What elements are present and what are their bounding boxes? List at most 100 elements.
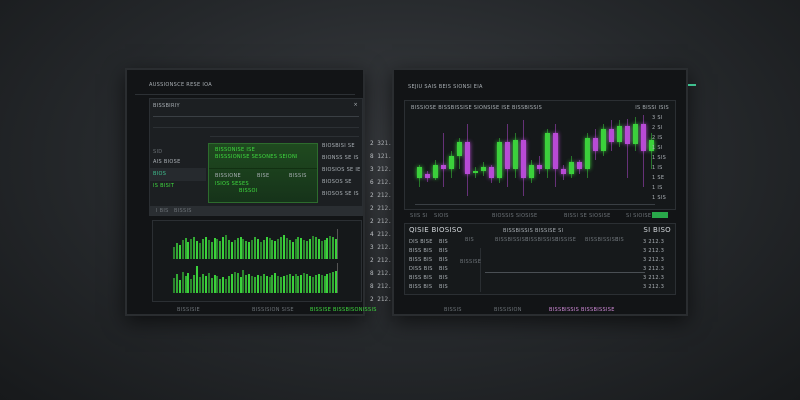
card-label: BISE xyxy=(257,173,270,179)
candle-body xyxy=(552,133,558,169)
left-monitor: AUSSIONSCE RESE IOA BISSBIRIY × SID AIS … xyxy=(125,68,376,316)
candle-body xyxy=(584,137,590,169)
volume-bar xyxy=(291,241,294,259)
volume-bar xyxy=(317,239,320,259)
volume-bar xyxy=(236,273,239,293)
volume-bar xyxy=(193,275,196,293)
volume-bar xyxy=(181,240,184,259)
table-cell: BISS BIS xyxy=(409,248,433,254)
toolbar-item[interactable]: SIIS SI xyxy=(410,213,428,219)
volume-bar xyxy=(175,274,178,293)
table-right-title: SI BISO xyxy=(643,226,671,234)
volume-bar xyxy=(256,275,259,293)
candle-body xyxy=(528,164,534,178)
volume-bar xyxy=(201,238,204,259)
summary-panel: BISSBIRIY × SID AIS BIOSE BIOS IS BISIT … xyxy=(149,98,363,216)
tab-1[interactable]: I BIS xyxy=(156,208,169,214)
candle-wick xyxy=(643,115,644,187)
middle-value: 2 212.3 xyxy=(370,218,396,225)
volume-bar xyxy=(222,277,225,293)
row-label: AIS BIOSE xyxy=(153,159,181,165)
candle-wick xyxy=(651,133,652,169)
candlestick-panel: BISSIOSE BISSBISSISE SIONSISE ISE BISSBI… xyxy=(404,100,676,210)
candle-body xyxy=(504,142,510,169)
volume-bar xyxy=(259,241,262,259)
candle-body xyxy=(488,167,494,178)
volume-bar xyxy=(187,273,190,293)
volume-bar xyxy=(222,237,225,259)
chart-title: BISSIOSE BISSBISSISE SIONSISE ISE BISSBI… xyxy=(411,105,543,111)
volume-bar xyxy=(233,240,236,259)
row-label[interactable]: BIOS xyxy=(153,171,167,177)
price-axis: 3 SI 2 SI 2 IS 1 SI 1 SIS 1 IS 1 SE 1 IS 1 SIS xyxy=(652,115,672,205)
candle-body xyxy=(464,142,470,174)
volume-bar xyxy=(300,238,303,259)
axis-label: 1 SIS xyxy=(652,195,667,201)
toolbar-item[interactable]: SIOIS xyxy=(434,213,449,219)
volume-bar xyxy=(228,275,230,293)
table-row: DISS BIS BIS 3 212.3 xyxy=(405,265,677,274)
candle-body xyxy=(536,164,542,169)
volume-bar xyxy=(184,238,187,259)
volume-bar xyxy=(283,235,285,259)
table-cell: 3 212.3 xyxy=(643,239,665,245)
middle-value: 4 212.3 xyxy=(370,231,396,238)
candle-body xyxy=(560,169,566,175)
toolbar-item[interactable]: BIOSSIS SIOSISE xyxy=(492,213,538,219)
volume-bar xyxy=(303,273,306,293)
footer-label: BISSBISSIS BISSBISSISE xyxy=(549,307,615,313)
volume-bar xyxy=(262,240,265,259)
toolbar-item[interactable]: SI SIOISE xyxy=(626,213,652,219)
side-value: BIOSOS SE xyxy=(322,179,352,185)
candle-body xyxy=(416,167,422,178)
volume-bar xyxy=(311,236,314,259)
volume-bar xyxy=(314,237,317,259)
table-cell: BIS xyxy=(439,284,448,290)
close-icon[interactable]: × xyxy=(353,102,358,108)
candle-body xyxy=(648,140,654,151)
table-note: BISSISE xyxy=(460,259,482,265)
axis-label: 1 SE xyxy=(652,175,665,181)
table-cell: DIS BISE xyxy=(409,239,433,245)
volume-bar xyxy=(291,275,294,293)
axis-label: 3 SI xyxy=(652,115,663,121)
candle-body xyxy=(424,174,430,178)
volume-bar xyxy=(201,274,204,293)
volume-bar xyxy=(254,237,257,259)
green-card[interactable]: BISSONISE ISE BISSSIONISE SESONES SEIONI… xyxy=(208,143,318,203)
volume-bar xyxy=(219,241,222,259)
table-header-cell: BISSBISSISE xyxy=(585,237,619,243)
volume-bar xyxy=(239,276,242,293)
volume-bar xyxy=(242,238,245,259)
volume-bar xyxy=(294,239,297,259)
volume-chart-panel xyxy=(152,220,362,302)
table-cell: 3 212.3 xyxy=(643,248,665,254)
candle-body xyxy=(456,142,462,156)
volume-bar xyxy=(280,277,283,293)
candle-body xyxy=(480,167,486,171)
volume-bar xyxy=(274,273,277,293)
candle-body xyxy=(592,137,598,151)
toolbar-button[interactable]: BISSE xyxy=(652,212,668,228)
candle-wick xyxy=(627,118,628,178)
volume-bar xyxy=(248,242,251,259)
card-title: BISSONISE ISE xyxy=(215,147,256,153)
volume-bar xyxy=(311,276,314,293)
volume-bar xyxy=(204,236,207,259)
volume-bar xyxy=(265,236,268,259)
candle-body xyxy=(576,161,582,169)
volume-bar xyxy=(242,269,245,293)
volume-bar xyxy=(303,239,306,259)
candle-wick xyxy=(443,133,444,187)
axis-label: 1 IS xyxy=(652,185,663,191)
right-window-title: SEJIU SAIS BEIS SIONSI EIA xyxy=(408,84,483,90)
volume-bar xyxy=(173,247,175,259)
footer-label: BISSISIE xyxy=(177,307,200,313)
toolbar-item[interactable]: BISSI SE SIOSISE xyxy=(564,213,611,219)
volume-bar xyxy=(239,236,242,259)
volume-bar xyxy=(329,273,332,293)
volume-bar xyxy=(326,274,329,293)
volume-bar xyxy=(199,242,202,259)
tab-2[interactable]: BISSIS xyxy=(174,208,192,214)
candle-body xyxy=(448,155,454,169)
